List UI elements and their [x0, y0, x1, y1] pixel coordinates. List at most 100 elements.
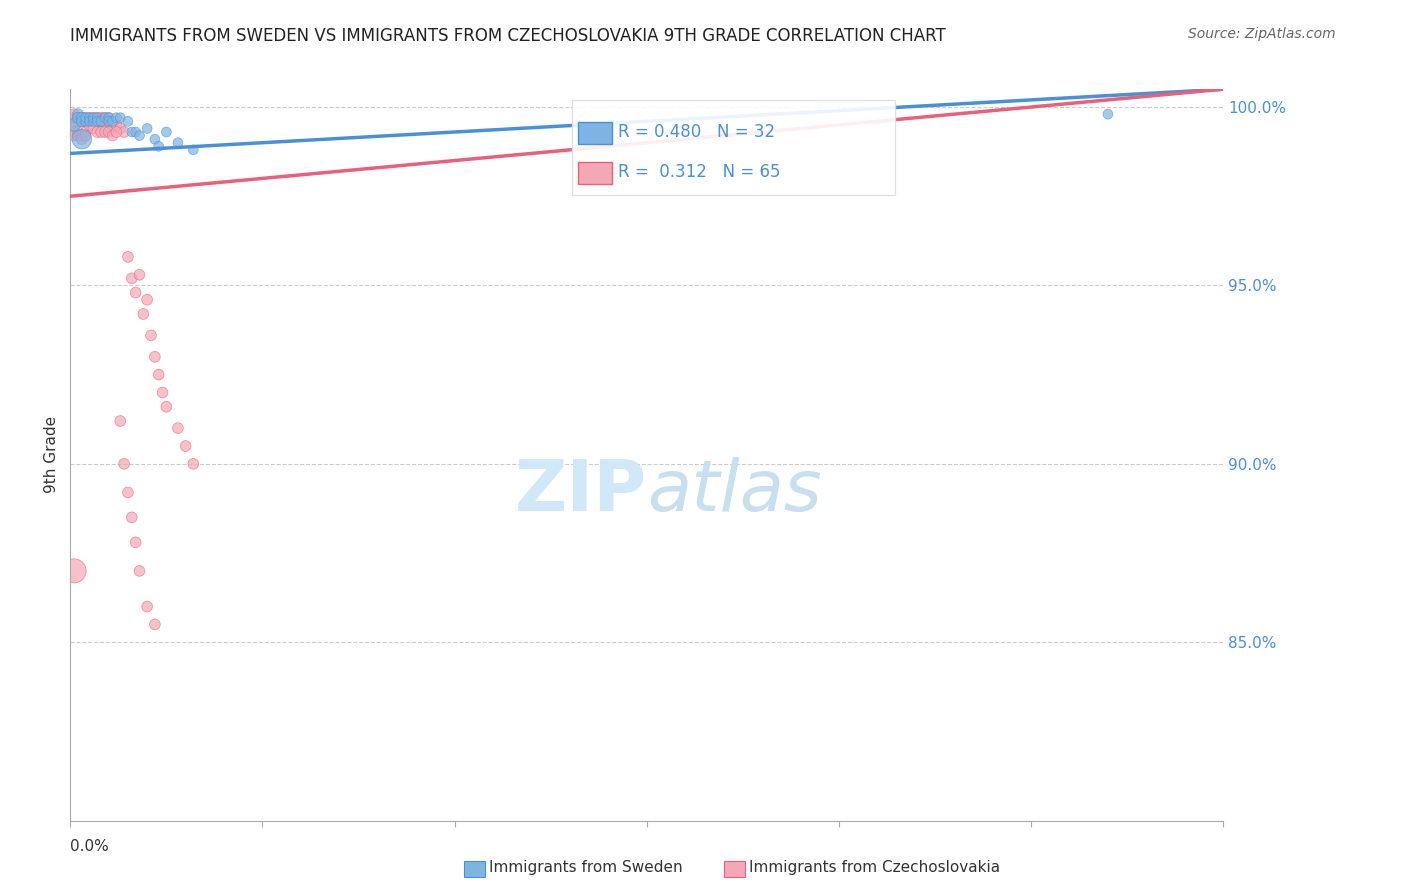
FancyBboxPatch shape [578, 122, 612, 145]
Point [117, 114, 139, 128]
FancyBboxPatch shape [572, 100, 894, 195]
Point [79, 118, 101, 132]
Point [70, 132, 93, 146]
FancyBboxPatch shape [578, 162, 612, 185]
Point [86, 114, 108, 128]
Point [148, 139, 170, 153]
Point [94, 111, 117, 125]
Point [66, 111, 89, 125]
Point [143, 350, 166, 364]
Text: R =  0.312   N = 65: R = 0.312 N = 65 [619, 163, 780, 181]
Point [97, 111, 120, 125]
Point [66, 125, 89, 139]
Point [167, 421, 190, 435]
Point [148, 368, 170, 382]
Point [101, 121, 124, 136]
Text: Source: ZipAtlas.com: Source: ZipAtlas.com [1188, 27, 1336, 41]
Point [97, 114, 120, 128]
Point [124, 285, 146, 300]
Point [82, 111, 104, 125]
Point [132, 307, 155, 321]
Point [79, 111, 101, 125]
Point [70, 114, 93, 128]
Point [94, 125, 117, 139]
Point [90, 114, 112, 128]
Point [143, 617, 166, 632]
Point [86, 111, 108, 125]
Point [136, 599, 159, 614]
Point [117, 485, 139, 500]
Text: Immigrants from Sweden: Immigrants from Sweden [489, 861, 683, 875]
Point [75, 111, 97, 125]
Point [94, 111, 117, 125]
Point [97, 125, 120, 139]
Point [70, 111, 93, 125]
Point [124, 535, 146, 549]
Point [101, 128, 124, 143]
Point [97, 111, 120, 125]
Point [75, 111, 97, 125]
Point [110, 414, 132, 428]
Point [86, 111, 108, 125]
Point [105, 111, 128, 125]
Text: IMMIGRANTS FROM SWEDEN VS IMMIGRANTS FROM CZECHOSLOVAKIA 9TH GRADE CORRELATION C: IMMIGRANTS FROM SWEDEN VS IMMIGRANTS FRO… [70, 27, 946, 45]
Point [70, 114, 93, 128]
Point [128, 564, 150, 578]
Point [112, 457, 135, 471]
Point [121, 271, 143, 285]
Point [1097, 107, 1119, 121]
Point [63, 114, 86, 128]
Point [82, 114, 104, 128]
Point [136, 293, 159, 307]
Point [63, 107, 86, 121]
Point [155, 125, 177, 139]
Point [110, 111, 132, 125]
Point [79, 114, 101, 128]
Point [128, 268, 150, 282]
Point [70, 111, 93, 125]
Point [101, 118, 124, 132]
Point [90, 111, 112, 125]
Point [136, 121, 159, 136]
Point [167, 136, 190, 150]
Text: atlas: atlas [647, 457, 821, 526]
Point [79, 114, 101, 128]
Point [70, 132, 93, 146]
Point [70, 128, 93, 143]
Point [86, 125, 108, 139]
Text: ZIP: ZIP [515, 457, 647, 526]
Point [82, 121, 104, 136]
Point [143, 132, 166, 146]
Point [181, 143, 204, 157]
Point [174, 439, 197, 453]
Text: 0.0%: 0.0% [70, 838, 110, 854]
Point [66, 107, 89, 121]
Point [66, 111, 89, 125]
Point [181, 457, 204, 471]
Point [117, 250, 139, 264]
Point [121, 125, 143, 139]
Point [63, 118, 86, 132]
Point [82, 111, 104, 125]
Point [110, 121, 132, 136]
Point [66, 114, 89, 128]
Point [63, 564, 86, 578]
Point [139, 328, 162, 343]
Point [94, 114, 117, 128]
Point [105, 118, 128, 132]
Point [63, 128, 86, 143]
Text: Immigrants from Czechoslovakia: Immigrants from Czechoslovakia [749, 861, 1001, 875]
Point [155, 400, 177, 414]
Point [79, 111, 101, 125]
Point [105, 125, 128, 139]
Point [121, 510, 143, 524]
Point [86, 114, 108, 128]
Point [90, 125, 112, 139]
Point [63, 125, 86, 139]
Point [90, 114, 112, 128]
Point [75, 114, 97, 128]
Point [112, 125, 135, 139]
Point [66, 128, 89, 143]
Y-axis label: 9th Grade: 9th Grade [44, 417, 59, 493]
Text: R = 0.480   N = 32: R = 0.480 N = 32 [619, 122, 775, 141]
